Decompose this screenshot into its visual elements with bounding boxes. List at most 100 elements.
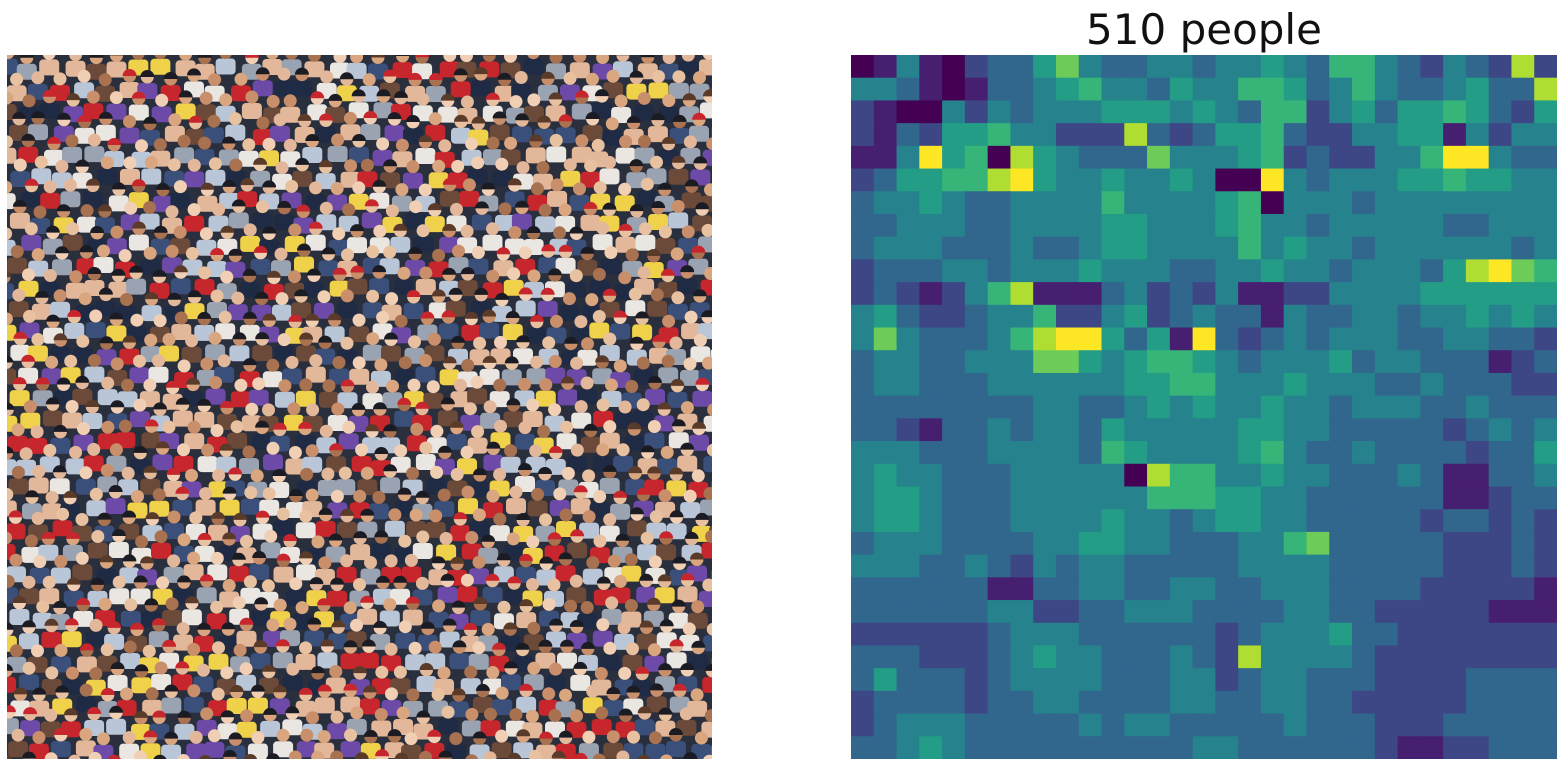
heatmap-cell [1147, 372, 1171, 397]
crowd-torso [184, 433, 205, 450]
crowd-head [450, 202, 463, 216]
crowd-head [408, 641, 422, 655]
crowd-cap [485, 92, 500, 100]
heatmap-cell [1283, 100, 1308, 124]
heatmap-cell [1352, 55, 1376, 79]
crowd-torso [349, 147, 369, 163]
crowd-head [416, 92, 430, 106]
heatmap-cell [1033, 350, 1057, 374]
crowd-cap [52, 600, 67, 608]
heatmap-cell [1055, 100, 1080, 124]
heatmap-cell [1283, 282, 1308, 306]
crowd-cap [514, 200, 529, 208]
crowd-head [7, 135, 13, 149]
heatmap-cell [1010, 395, 1034, 419]
heatmap-cell [987, 350, 1012, 374]
heatmap-cell [851, 282, 875, 306]
heatmap-cell [1169, 282, 1194, 306]
crowd-head [539, 378, 553, 392]
heatmap-cell [896, 145, 920, 170]
crowd-torso [274, 213, 295, 230]
crowd-cap [21, 354, 36, 362]
heatmap-cell [987, 282, 1012, 306]
crowd-head [285, 55, 298, 60]
crowd-torso [457, 586, 478, 603]
crowd-cap [680, 442, 695, 450]
heatmap-cell [1511, 236, 1535, 260]
crowd-cap [297, 243, 311, 251]
crowd-head [585, 293, 599, 307]
heatmap-cell [1420, 77, 1444, 102]
crowd-head [542, 687, 556, 701]
crowd-cap [580, 246, 595, 254]
crowd-head [437, 666, 451, 680]
heatmap-cell [1260, 77, 1285, 102]
crowd-head [394, 444, 408, 458]
heatmap-cell [1101, 55, 1125, 79]
crowd-torso [120, 653, 141, 669]
crowd-torso [285, 458, 306, 475]
crowd-cap [242, 311, 257, 319]
heatmap-cell [851, 350, 875, 374]
crowd-cap [519, 683, 534, 691]
heatmap-cell [942, 191, 966, 215]
crowd-head [287, 402, 301, 416]
heatmap-cell [1260, 327, 1285, 351]
crowd-torso [371, 543, 392, 560]
heatmap-cell [1010, 145, 1034, 170]
crowd-head [613, 359, 627, 373]
heatmap-cell [1055, 690, 1080, 715]
heatmap-cell [1465, 77, 1490, 102]
crowd-torso [599, 477, 620, 494]
heatmap-cell [1078, 304, 1103, 329]
crowd-cap [692, 421, 706, 429]
crowd-head [528, 749, 542, 759]
crowd-cap [460, 267, 475, 275]
heatmap-cell [1352, 713, 1376, 737]
crowd-cap [184, 596, 199, 604]
crowd-cap [569, 226, 584, 234]
crowd-torso [603, 700, 624, 716]
crowd-torso [72, 564, 93, 581]
heatmap-cell [1260, 645, 1285, 669]
heatmap-cell [1283, 600, 1308, 624]
crowd-cap [558, 244, 573, 252]
heatmap-cell [919, 145, 943, 170]
heatmap-cell [873, 168, 898, 192]
heatmap-cell [1465, 645, 1490, 669]
crowd-head [343, 601, 357, 615]
crowd-head [432, 159, 446, 173]
heatmap-cell [964, 690, 989, 715]
crowd-head [640, 177, 654, 191]
crowd-cap [133, 445, 148, 453]
crowd-torso [239, 458, 259, 474]
heatmap-cell [1238, 55, 1262, 79]
crowd-cap [133, 575, 148, 583]
crowd-torso [703, 635, 712, 652]
crowd-torso [262, 371, 283, 388]
crowd-head [681, 55, 695, 62]
crowd-head [558, 203, 572, 217]
crowd-head [344, 728, 357, 742]
crowd-head [584, 159, 598, 173]
crowd-head [603, 513, 617, 527]
crowd-head [185, 247, 199, 260]
heatmap-cell [919, 441, 943, 465]
crowd-head [570, 443, 584, 457]
crowd-head [309, 354, 323, 368]
heatmap-cell [896, 554, 920, 578]
crowd-head [460, 95, 474, 109]
crowd-head [88, 751, 102, 759]
crowd-head [69, 445, 83, 459]
crowd-cap [45, 397, 60, 405]
heatmap-cell [1374, 713, 1399, 737]
heatmap-cell [873, 191, 898, 215]
crowd-cap [173, 265, 188, 273]
heatmap-cell [1169, 713, 1194, 737]
heatmap-cell [987, 372, 1012, 397]
heatmap-cell [1534, 554, 1557, 578]
crowd-torso [84, 146, 105, 163]
crowd-cap [646, 597, 661, 605]
crowd-head [366, 380, 379, 394]
heatmap-cell [1124, 486, 1148, 510]
